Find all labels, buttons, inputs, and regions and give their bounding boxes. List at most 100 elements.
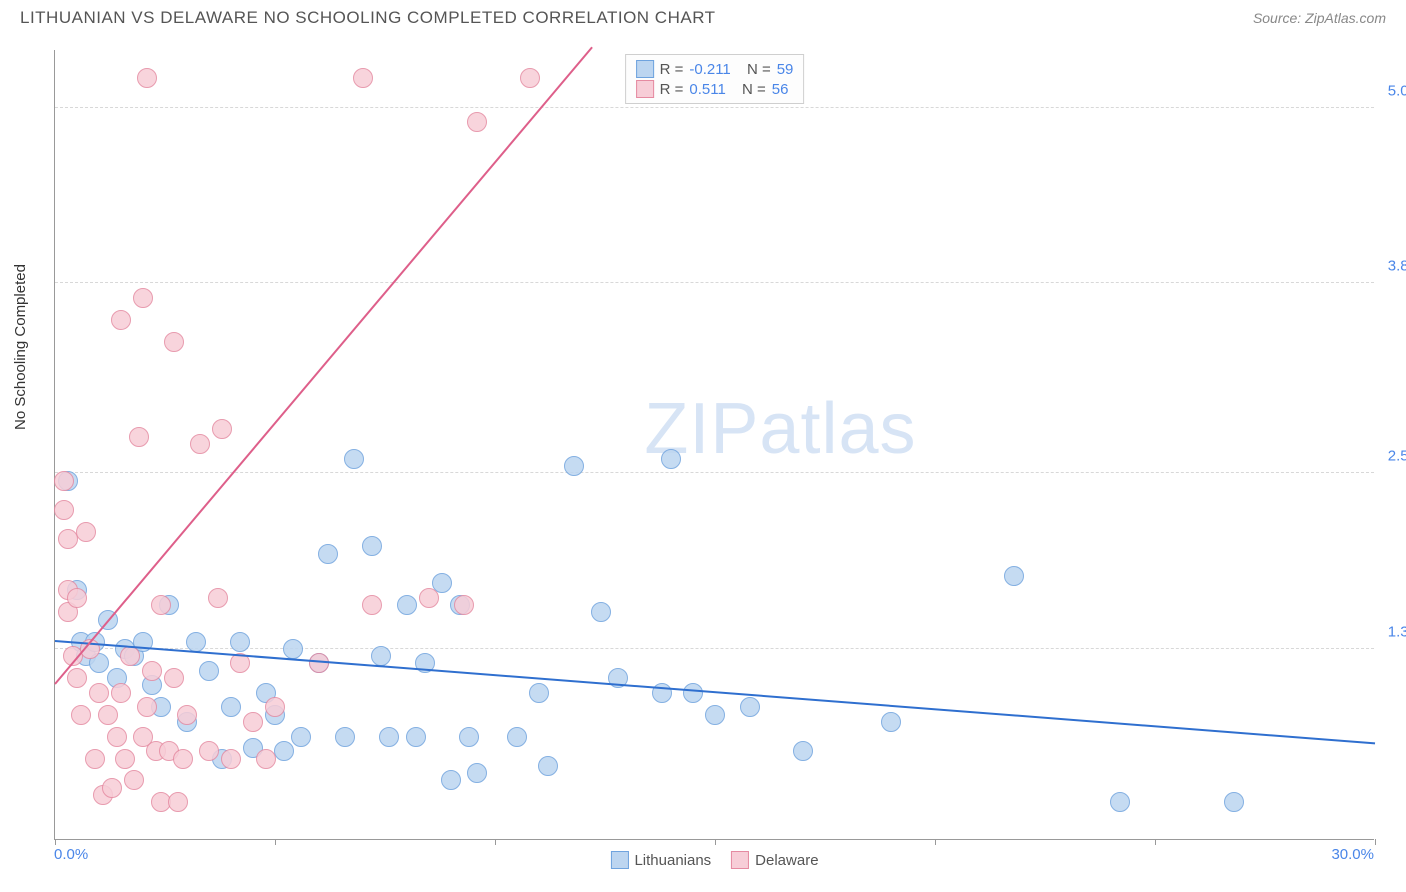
data-point	[89, 683, 109, 703]
data-point	[120, 646, 140, 666]
r-label-1: R =	[660, 81, 684, 98]
data-point	[76, 522, 96, 542]
n-label-0: N =	[747, 61, 771, 78]
data-point	[212, 419, 232, 439]
data-point	[199, 741, 219, 761]
swatch-delaware	[636, 80, 654, 98]
data-point	[85, 749, 105, 769]
data-point	[164, 668, 184, 688]
correlation-row-delaware: R = 0.511 N = 56	[636, 79, 794, 99]
data-point	[507, 727, 527, 747]
data-point	[538, 756, 558, 776]
gridline	[55, 648, 1374, 649]
data-point	[564, 456, 584, 476]
data-point	[151, 595, 171, 615]
data-point	[467, 763, 487, 783]
source-value: ZipAtlas.com	[1305, 10, 1386, 26]
correlation-legend: R = -0.211 N = 59 R = 0.511 N = 56	[625, 54, 805, 104]
data-point	[291, 727, 311, 747]
chart-title: LITHUANIAN VS DELAWARE NO SCHOOLING COMP…	[20, 8, 716, 28]
data-point	[441, 770, 461, 790]
y-tick-label: 3.8%	[1388, 258, 1406, 275]
data-point	[661, 449, 681, 469]
n-label-1: N =	[742, 81, 766, 98]
data-point	[318, 544, 338, 564]
gridline	[55, 107, 1374, 108]
x-tick	[495, 839, 496, 845]
data-point	[1004, 566, 1024, 586]
data-point	[362, 595, 382, 615]
data-point	[274, 741, 294, 761]
x-tick	[1375, 839, 1376, 845]
r-label-0: R =	[660, 61, 684, 78]
data-point	[54, 471, 74, 491]
data-point	[529, 683, 549, 703]
n-value-0: 59	[777, 61, 794, 78]
data-point	[199, 661, 219, 681]
scatter-chart: ZIPatlas R = -0.211 N = 59 R = 0.511 N =…	[54, 50, 1374, 840]
data-point	[102, 778, 122, 798]
data-point	[335, 727, 355, 747]
data-point	[740, 697, 760, 717]
r-value-1: 0.511	[689, 81, 725, 98]
data-point	[459, 727, 479, 747]
x-tick	[55, 839, 56, 845]
data-point	[419, 588, 439, 608]
data-point	[173, 749, 193, 769]
data-point	[67, 588, 87, 608]
data-point	[221, 749, 241, 769]
data-point	[98, 705, 118, 725]
data-point	[520, 68, 540, 88]
x-axis-labels: 0.0% 30.0%	[54, 846, 1374, 863]
data-point	[107, 727, 127, 747]
x-min-label: 0.0%	[54, 846, 88, 863]
data-point	[230, 632, 250, 652]
data-point	[129, 427, 149, 447]
data-point	[124, 770, 144, 790]
data-point	[353, 68, 373, 88]
data-point	[243, 712, 263, 732]
gridline	[55, 472, 1374, 473]
data-point	[344, 449, 364, 469]
data-point	[71, 705, 91, 725]
watermark: ZIPatlas	[644, 388, 916, 470]
source-label: Source:	[1253, 10, 1305, 26]
n-value-1: 56	[772, 81, 789, 98]
data-point	[591, 602, 611, 622]
gridline	[55, 282, 1374, 283]
data-point	[67, 668, 87, 688]
data-point	[397, 595, 417, 615]
data-point	[186, 632, 206, 652]
data-point	[256, 749, 276, 769]
y-tick-label: 1.3%	[1388, 623, 1406, 640]
chart-source: Source: ZipAtlas.com	[1253, 10, 1386, 26]
data-point	[283, 639, 303, 659]
x-tick	[1155, 839, 1156, 845]
data-point	[137, 697, 157, 717]
data-point	[265, 697, 285, 717]
data-point	[115, 749, 135, 769]
data-point	[137, 68, 157, 88]
data-point	[881, 712, 901, 732]
x-tick	[715, 839, 716, 845]
data-point	[54, 500, 74, 520]
data-point	[406, 727, 426, 747]
data-point	[1224, 792, 1244, 812]
data-point	[111, 310, 131, 330]
data-point	[467, 112, 487, 132]
data-point	[705, 705, 725, 725]
data-point	[362, 536, 382, 556]
y-tick-label: 5.0%	[1388, 82, 1406, 99]
y-axis-label: No Schooling Completed	[12, 264, 29, 430]
data-point	[164, 332, 184, 352]
data-point	[379, 727, 399, 747]
x-tick	[935, 839, 936, 845]
data-point	[371, 646, 391, 666]
x-max-label: 30.0%	[1331, 846, 1374, 863]
data-point	[221, 697, 241, 717]
data-point	[168, 792, 188, 812]
data-point	[133, 288, 153, 308]
data-point	[683, 683, 703, 703]
data-point	[177, 705, 197, 725]
data-point	[454, 595, 474, 615]
